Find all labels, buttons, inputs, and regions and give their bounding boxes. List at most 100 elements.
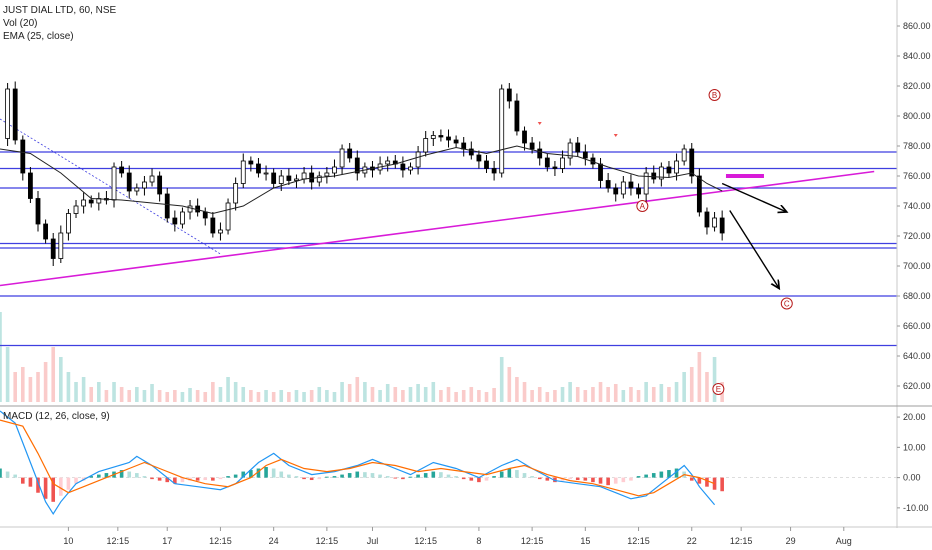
time-tick-label: 12:15 — [209, 536, 232, 546]
candle-body — [476, 154, 482, 162]
candle-body — [544, 157, 550, 168]
volume-bar — [651, 387, 656, 402]
volume-bar — [28, 377, 33, 402]
macd-histogram-bar — [165, 477, 170, 483]
macd-histogram-bar — [287, 474, 291, 478]
macd-histogram-bar — [484, 477, 489, 481]
candle-body — [210, 217, 216, 234]
macd-histogram-bar — [66, 477, 71, 490]
macd-histogram-bar — [651, 473, 656, 478]
candle-body — [240, 160, 246, 184]
volume-bar — [249, 390, 253, 402]
candle-body — [575, 142, 581, 153]
candle-body — [256, 163, 261, 174]
macd-histogram-bar — [575, 477, 580, 481]
candle-body — [187, 205, 193, 213]
macd-histogram-bar — [461, 477, 466, 480]
candle-body — [613, 187, 619, 195]
candle-body — [438, 135, 444, 138]
macd-histogram-bar — [423, 473, 428, 478]
candle-body — [567, 142, 573, 159]
volume-bar — [712, 357, 717, 402]
volume-bar — [484, 392, 489, 402]
macd-histogram-bar — [127, 471, 132, 478]
candle-body — [704, 211, 710, 228]
macd-legend[interactable]: MACD (12, 26, close, 9) — [3, 411, 110, 422]
time-tick-label: 12:15 — [521, 536, 544, 546]
volume-bar — [51, 347, 56, 402]
candle-body — [50, 238, 56, 259]
volume-bar — [256, 392, 261, 402]
candle-body — [12, 88, 18, 141]
candle-body — [529, 142, 535, 150]
ema-legend[interactable]: EMA (25, close) — [3, 31, 74, 42]
price-tick-label: 740.00 — [903, 201, 931, 211]
volume-bar — [378, 390, 382, 402]
macd-tick-label: 20.00 — [903, 412, 926, 422]
macd-histogram-bar — [180, 477, 185, 483]
candle-body — [522, 130, 527, 144]
volume-bar — [583, 390, 588, 402]
time-tick-label: 24 — [269, 536, 279, 546]
volume-bar — [629, 387, 633, 402]
wave-marker-circle — [780, 297, 793, 310]
wave-marker-circle — [636, 200, 649, 212]
candle-body — [271, 172, 277, 184]
candle-body — [66, 213, 71, 234]
price-tick-label: 620.00 — [903, 381, 931, 391]
volume-bar — [393, 387, 398, 402]
volume-bar — [127, 390, 132, 402]
candle-body — [81, 199, 87, 207]
candle-body — [491, 168, 497, 174]
candle-body — [301, 172, 307, 180]
candle-body — [119, 166, 125, 174]
candle-body — [35, 198, 41, 225]
volume-bar — [241, 387, 246, 402]
macd-histogram-bar — [454, 476, 458, 478]
candle-body — [248, 160, 254, 165]
candle-body — [126, 172, 132, 192]
macd-tick-label: 0.00 — [903, 473, 921, 483]
macd-histogram-bar — [553, 477, 557, 483]
macd-histogram-bar — [203, 477, 208, 481]
volume-legend[interactable]: Vol (20) — [3, 18, 38, 29]
time-tick-label: 22 — [687, 536, 697, 546]
volume-bar — [408, 387, 413, 402]
volume-bar — [66, 372, 71, 402]
macd-histogram-bar — [43, 477, 48, 499]
volume-bar — [659, 384, 664, 402]
macd-histogram-bar — [309, 477, 314, 481]
macd-histogram-bar — [256, 468, 261, 478]
volume-bar — [355, 377, 360, 402]
volume-bar — [416, 384, 420, 402]
candle-body — [514, 100, 520, 132]
macd-histogram-bar — [499, 471, 504, 478]
volume-bar — [401, 390, 405, 402]
macd-histogram-bar — [492, 476, 496, 478]
macd-histogram-bar — [218, 477, 223, 480]
macd-histogram-bar — [5, 471, 10, 478]
volume-bar — [203, 392, 208, 402]
macd-histogram-bar — [545, 477, 550, 481]
time-tick-label: Aug — [836, 536, 852, 546]
price-tick-label: 800.00 — [903, 111, 931, 121]
candle-body — [324, 172, 330, 177]
macd-histogram-bar — [279, 471, 284, 478]
candle-body — [149, 175, 155, 183]
macd-histogram-bar — [469, 477, 474, 481]
price-tick-label: 680.00 — [903, 291, 931, 301]
volume-bar — [705, 372, 709, 402]
symbol-legend[interactable]: JUST DIAL LTD, 60, NSE — [3, 5, 117, 16]
macd-histogram-bar — [211, 477, 215, 481]
macd-histogram-bar — [378, 474, 382, 478]
macd-histogram-bar — [507, 468, 512, 478]
macd-histogram-bar — [28, 477, 33, 487]
candle-body — [309, 172, 315, 183]
volume-bar — [302, 392, 306, 402]
macd-histogram-bar — [446, 474, 451, 478]
macd-histogram-bar — [705, 477, 709, 487]
time-tick-label: 12:15 — [730, 536, 753, 546]
time-tick-label: 29 — [786, 536, 796, 546]
volume-bar — [218, 387, 223, 402]
